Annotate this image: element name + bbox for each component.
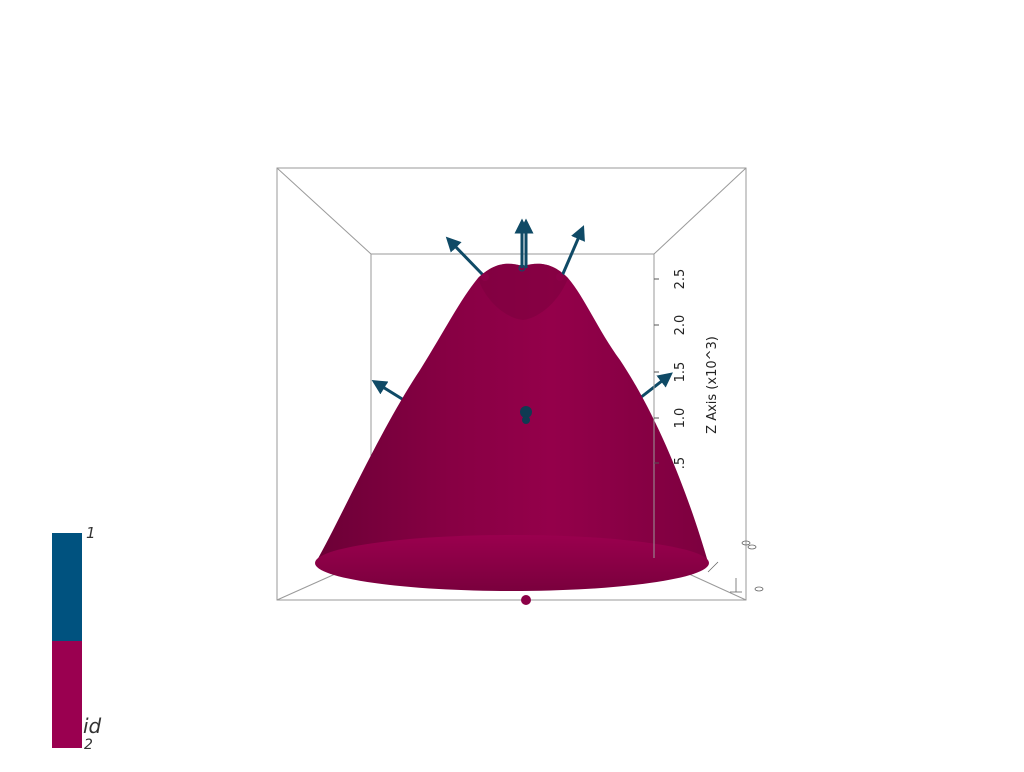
scalar-bar-segment-2 bbox=[52, 641, 82, 748]
z-axis-tick-label: 2.0 bbox=[673, 315, 688, 336]
z-axis-tick-label: 2.5 bbox=[673, 269, 688, 290]
scalar-bar-title: id bbox=[83, 714, 102, 738]
bbox-outer-frame bbox=[276, 167, 747, 601]
scalar-bar-segment-1 bbox=[52, 533, 82, 641]
mesh-top-shading bbox=[478, 263, 568, 320]
point-marker bbox=[521, 595, 531, 605]
arrow-glyphs-front bbox=[445, 218, 585, 277]
mesh-body bbox=[316, 263, 708, 576]
point-marker bbox=[556, 273, 564, 281]
z-axis-title: Z Axis (x10^3) bbox=[705, 336, 720, 434]
scalar-bar bbox=[52, 533, 82, 748]
mesh-base bbox=[315, 535, 709, 591]
z-axis-tick-label: .5 bbox=[673, 457, 688, 469]
z-axis-tick-label: 1.5 bbox=[673, 362, 688, 383]
z-axis-tick-label: 1.0 bbox=[673, 408, 688, 429]
bbox-edge bbox=[653, 167, 747, 255]
point-marker bbox=[522, 416, 530, 424]
scalar-bar-max-label: 1 bbox=[86, 524, 96, 542]
surface-mesh[interactable] bbox=[315, 263, 709, 591]
z-axis-tick-marks bbox=[654, 278, 659, 464]
point-marker bbox=[518, 264, 526, 272]
point-marker bbox=[520, 406, 532, 418]
arrow-glyph bbox=[445, 236, 485, 277]
scalar-bar-min-label: 2 bbox=[84, 737, 93, 753]
orientation-marks bbox=[707, 540, 764, 593]
arrow-glyph bbox=[560, 225, 585, 277]
point-markers bbox=[481, 264, 564, 605]
z-axis: 2.5 2.0 1.5 1.0 .5 Z Axis (x10^3) bbox=[653, 254, 720, 558]
point-marker bbox=[481, 273, 489, 281]
bbox-edge bbox=[276, 167, 372, 255]
